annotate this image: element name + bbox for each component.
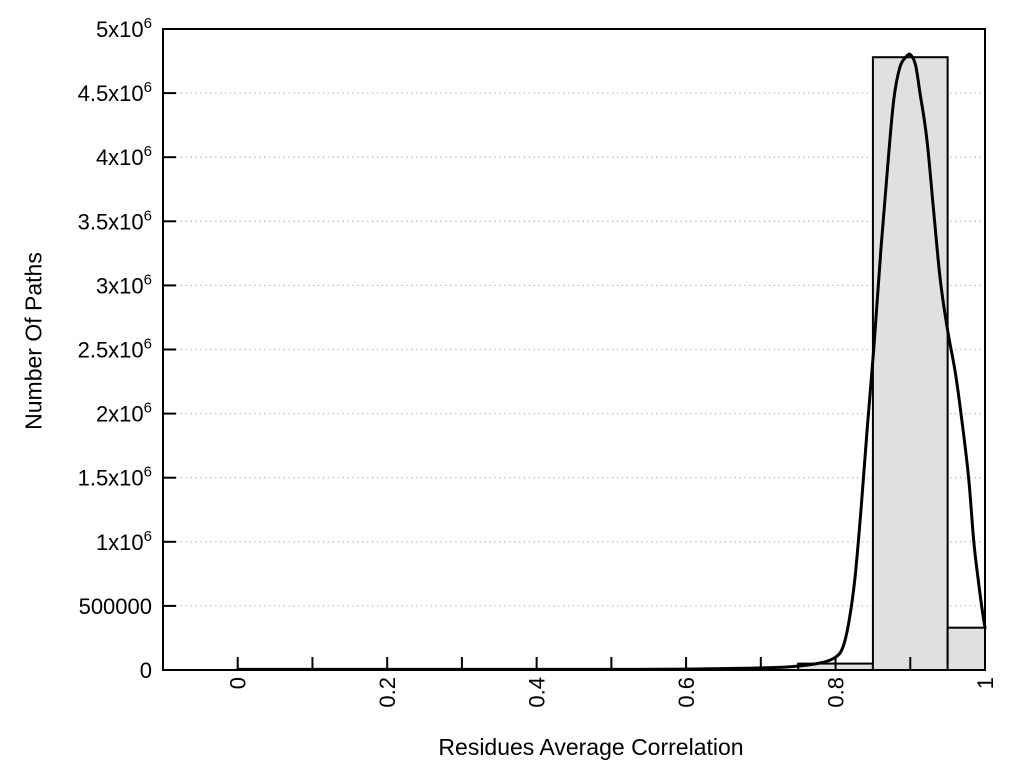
x-tick-label: 1 [973, 677, 998, 689]
y-tick-label: 4.5x106 [78, 79, 152, 106]
histogram-bar [946, 626, 986, 671]
y-tick-label: 3.5x106 [78, 207, 152, 234]
x-axis-title: Residues Average Correlation [438, 734, 744, 760]
y-tick-label: 2.5x106 [78, 336, 152, 363]
y-tick-label: 4x106 [96, 143, 152, 170]
x-tick-label: 0.8 [824, 677, 849, 708]
x-tick-label: 0.6 [674, 677, 699, 708]
y-tick-label: 1.5x106 [78, 464, 152, 491]
y-axis-title: Number Of Paths [20, 252, 47, 430]
x-tick-label: 0 [226, 677, 251, 689]
histogram-bar [871, 56, 949, 672]
y-tick-label: 3x106 [96, 271, 152, 298]
y-tick-label: 1x106 [96, 528, 152, 555]
x-tick-label: 0.4 [525, 677, 550, 708]
y-tick-label: 0 [140, 658, 152, 683]
y-tick-label: 2x106 [96, 400, 152, 427]
y-tick-label: 500000 [79, 594, 152, 619]
y-tick-label: 5x106 [96, 15, 152, 42]
x-tick-label: 0.2 [375, 677, 400, 708]
